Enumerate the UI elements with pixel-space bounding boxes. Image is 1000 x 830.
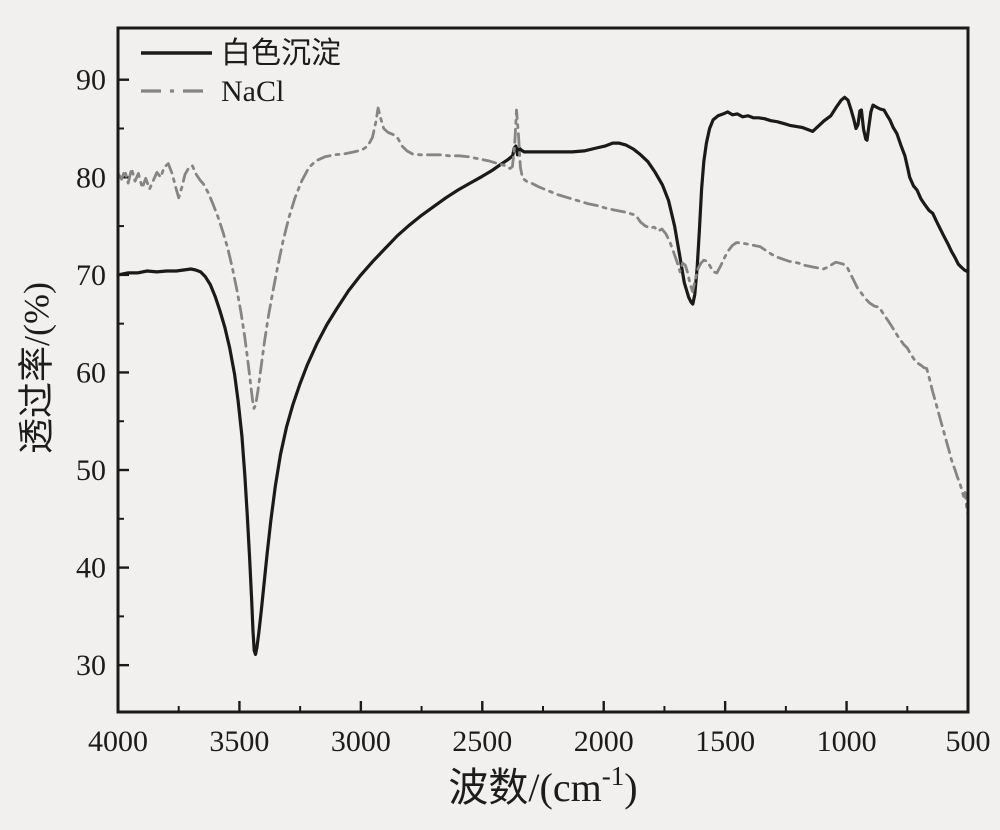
y-tick-label: 40 bbox=[76, 552, 106, 585]
series-curve-white-precipitate bbox=[116, 95, 970, 656]
x-tick-label: 3000 bbox=[331, 725, 391, 758]
y-tick-label: 60 bbox=[76, 356, 106, 389]
legend: 白色沉淀 NaCl bbox=[141, 37, 341, 108]
y-tick-label: 30 bbox=[76, 649, 106, 682]
plot-layer: 4000 3500 3000 2500 2000 1500 1000 500 90 80 70 60 5… bbox=[76, 64, 991, 758]
series-curve-nacl bbox=[116, 106, 970, 518]
x-tick-label: 1500 bbox=[695, 725, 755, 758]
x-tick-label: 2000 bbox=[574, 725, 634, 758]
x-tick-label: 2500 bbox=[452, 725, 512, 758]
legend-label-white-precipitate: 白色沉淀 bbox=[221, 37, 341, 70]
y-tick-label: 80 bbox=[76, 161, 106, 194]
y-tick-label: 70 bbox=[76, 259, 106, 292]
x-tick-label: 4000 bbox=[88, 725, 148, 758]
plot-frame bbox=[116, 26, 970, 714]
x-axis-label: 波数/(cm-1) bbox=[448, 761, 637, 810]
y-axis-label: 透过率/(%) bbox=[17, 282, 57, 454]
y-tick-label: 90 bbox=[76, 64, 106, 97]
x-tick-label: 500 bbox=[946, 725, 991, 758]
y-tick-label: 50 bbox=[76, 454, 106, 487]
x-tick-label: 1000 bbox=[817, 725, 877, 758]
x-tick-label: 3500 bbox=[209, 725, 269, 758]
legend-label-nacl: NaCl bbox=[221, 75, 284, 108]
